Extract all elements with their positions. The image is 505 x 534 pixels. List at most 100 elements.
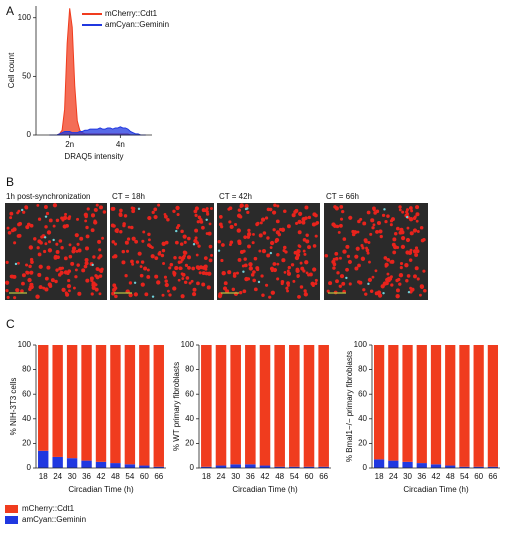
nucleus [399,266,403,270]
nucleus [61,287,66,292]
nucleus [175,205,180,211]
nucleus [264,216,269,220]
nucleus [182,250,187,255]
nucleus [412,228,418,233]
x-tick-label: 30 [68,472,77,481]
nucleus [379,234,383,239]
nucleus [221,271,226,276]
nucleus [121,260,126,265]
nucleus [301,217,306,222]
y-tick-label: 50 [22,71,31,80]
nucleus [399,261,404,266]
nucleus-cyan [192,243,196,246]
nucleus [122,223,126,228]
nucleus [111,206,116,211]
nucleus [341,281,346,286]
nucleus [266,207,271,212]
nucleus [408,258,413,262]
nucleus [75,249,79,253]
x-tick-label: 60 [305,472,314,481]
nucleus [276,262,280,266]
nucleus [310,281,315,286]
nucleus [400,244,406,250]
nucleus [17,261,20,265]
nucleus [382,281,388,286]
legend-label: mCherry::Cdt1 [105,9,158,18]
nucleus [25,225,30,230]
nucleus [29,223,34,228]
nucleus [113,286,118,291]
nucleus [60,246,64,250]
y-tick-label: 100 [18,340,32,349]
nucleus [357,263,361,268]
nucleus [303,289,307,293]
y-axis-label: % Bmal1−/− primary fibroblasts [345,351,354,462]
bar-segment [139,465,150,468]
nucleus [351,229,355,234]
nucleus [52,203,58,208]
nucleus [84,219,88,223]
nucleus [227,270,232,275]
nucleus [262,231,267,235]
nucleus [389,223,393,227]
nucleus [228,206,233,211]
nucleus [218,215,223,219]
nucleus [160,253,165,258]
nucleus [86,207,90,211]
x-axis-label: Circadian Time (h) [232,485,298,494]
x-axis-label: DRAQ5 intensity [64,152,123,161]
nucleus [342,237,347,241]
bar-segment [66,458,78,468]
nucleus [303,252,307,256]
nucleus [131,236,136,241]
nucleus [365,248,370,253]
nucleus [185,276,190,280]
nucleus [119,230,123,234]
nucleus [276,253,280,257]
nucleus [237,208,242,212]
y-tick-label: 60 [22,389,31,398]
nucleus [285,286,289,290]
bar-segment [81,345,92,461]
x-tick-label: 48 [275,472,284,481]
nucleus [46,230,52,235]
nucleus [355,246,360,251]
nucleus [130,225,134,230]
x-tick-label: 60 [474,472,483,481]
bar-segment [402,345,413,462]
nucleus [48,284,53,288]
nucleus [294,208,299,213]
nucleus [111,240,115,244]
nucleus [385,277,390,283]
bar-segment [388,345,399,461]
panel-label: B [6,175,14,189]
nucleus-cyan [345,276,348,280]
nucleus [283,209,287,213]
x-tick-label: 18 [202,472,211,481]
nucleus [93,219,97,223]
nucleus [359,217,363,221]
bar-segment [473,345,484,467]
bar-segment [274,345,285,467]
nucleus [384,219,388,224]
nucleus [314,278,318,282]
nucleus [33,237,37,241]
nucleus [55,242,59,246]
bar-segment [110,463,121,468]
nucleus [201,282,206,287]
bar-segment [487,466,499,468]
nucleus [217,239,221,244]
nucleus [286,269,290,273]
image-caption: CT = 42h [219,192,252,201]
nucleus [84,261,89,266]
nucleus [339,205,344,209]
nucleus [404,263,409,268]
nucleus [275,230,280,235]
nucleus [20,289,24,293]
nucleus [162,261,166,265]
nucleus [412,216,417,221]
nucleus [225,289,230,294]
x-tick-label: 54 [290,472,299,481]
nucleus [113,242,118,246]
